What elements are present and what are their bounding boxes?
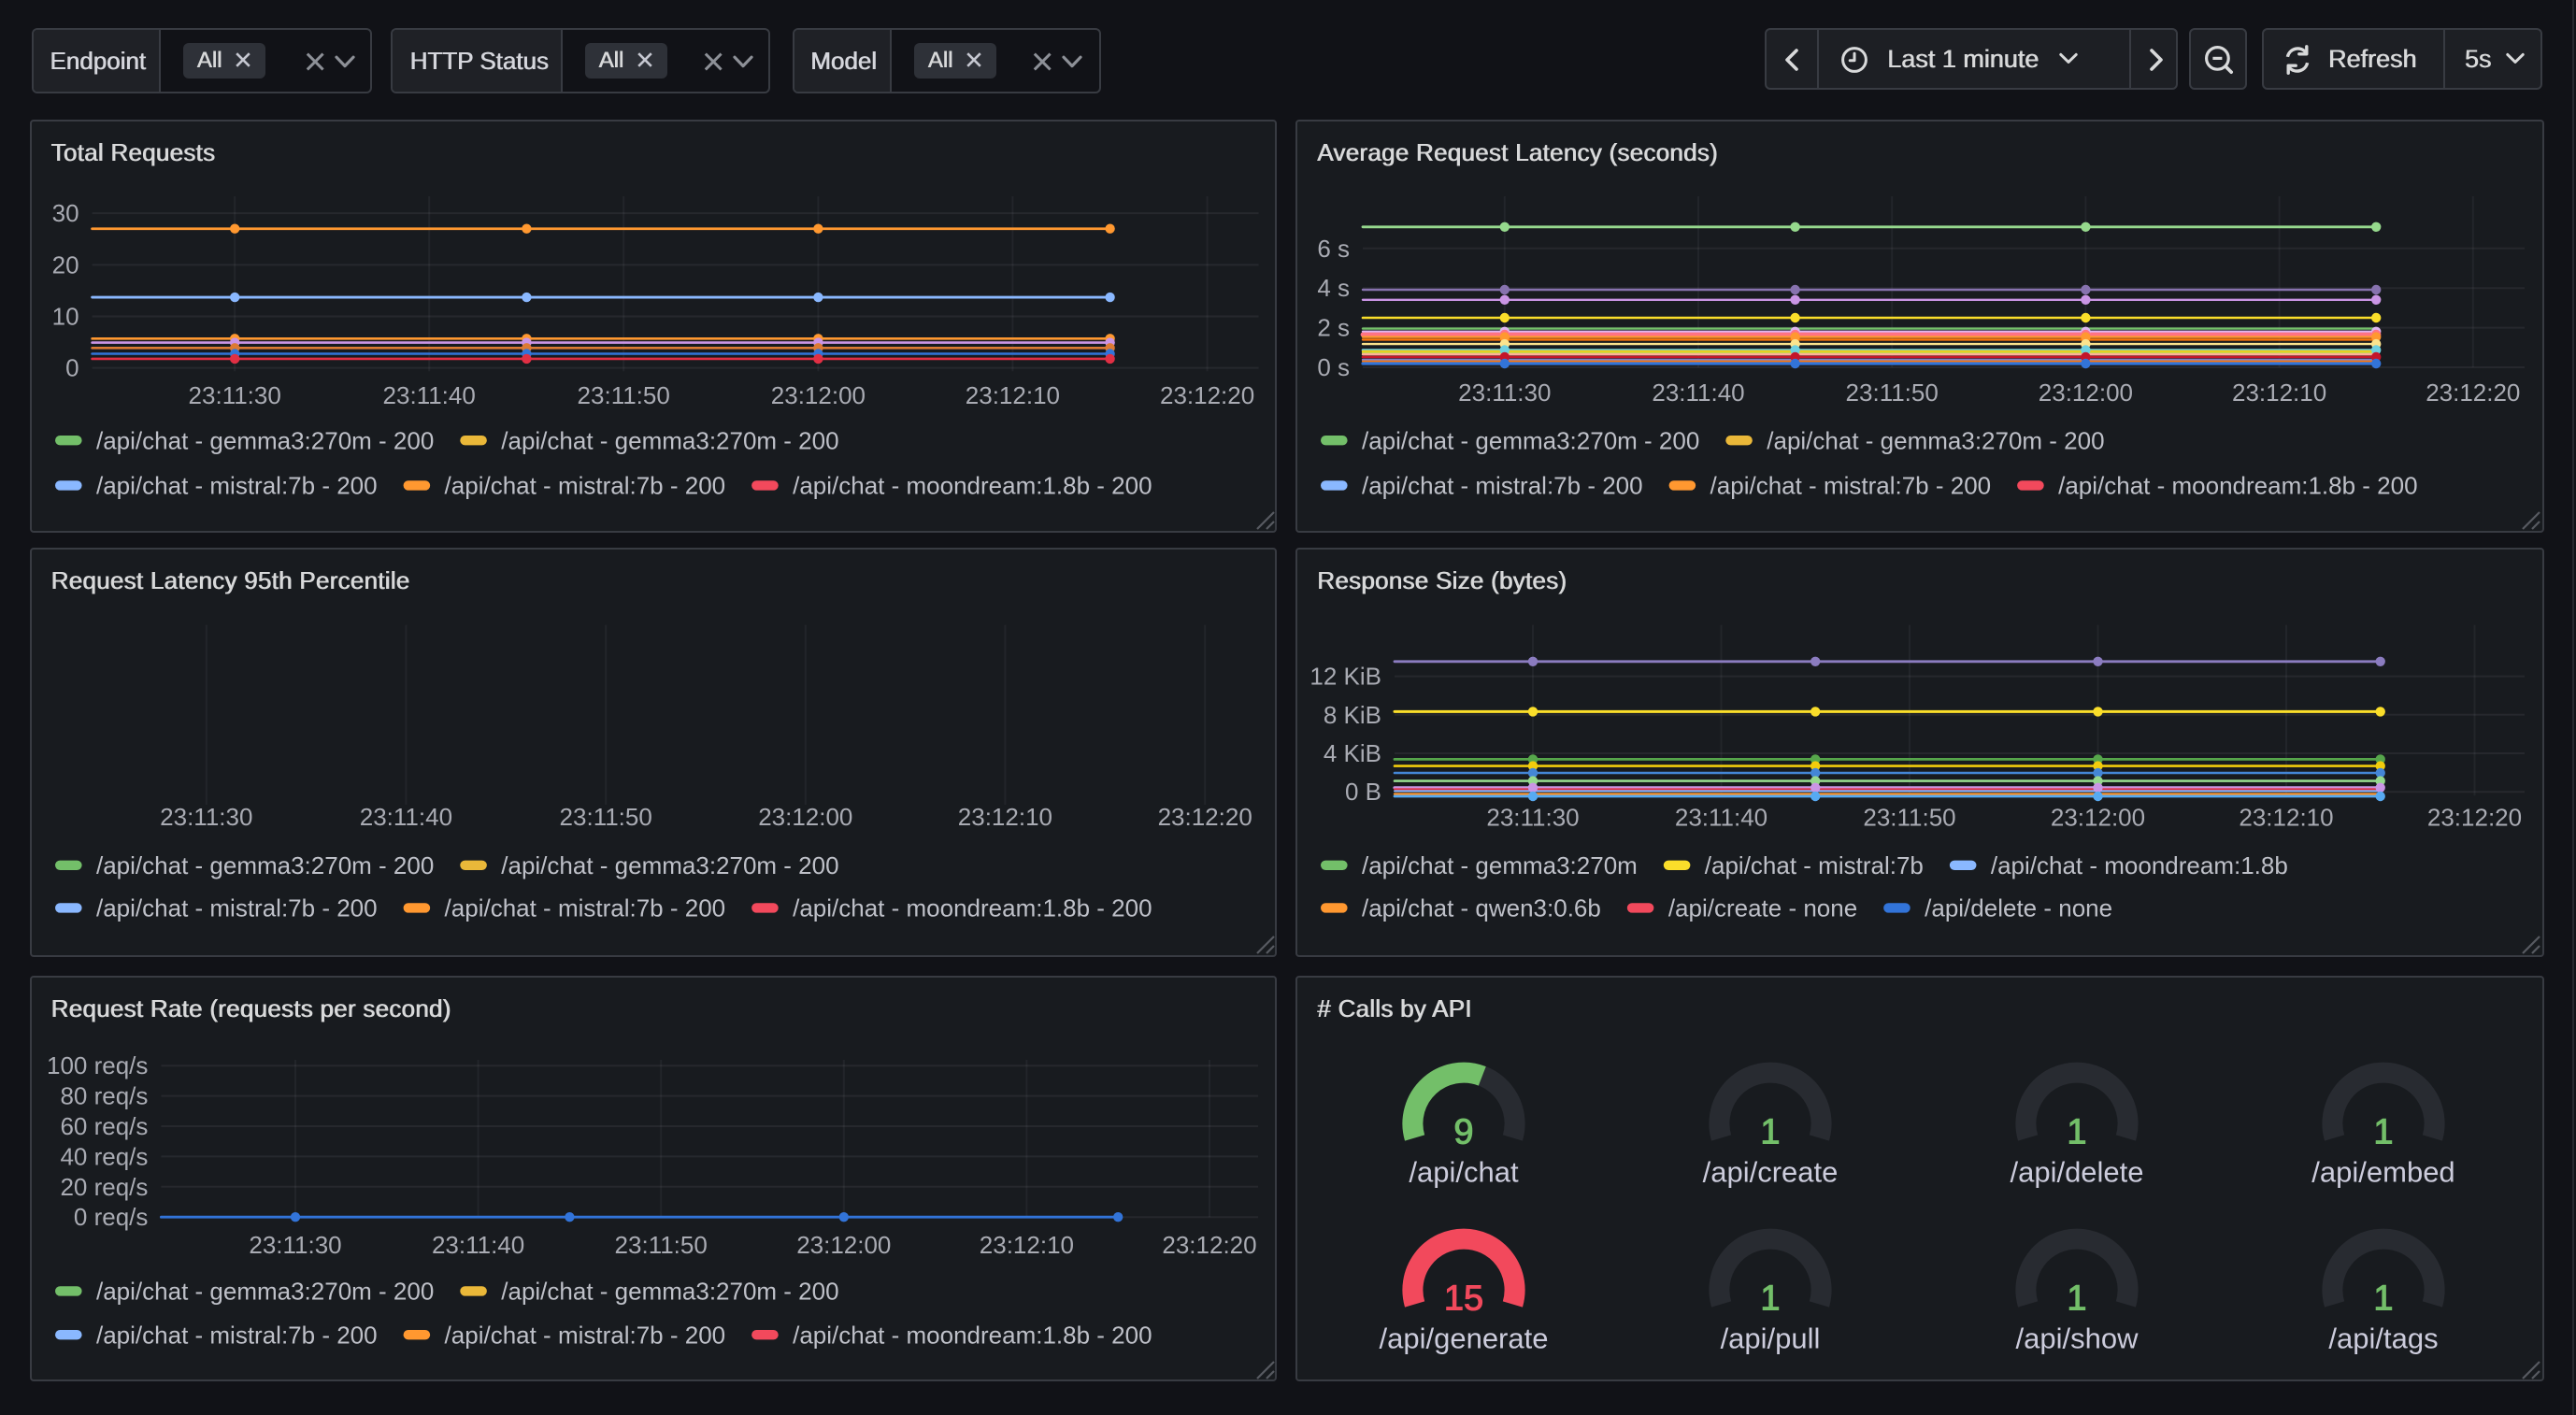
svg-text:23:12:10: 23:12:10 [2232,379,2326,407]
svg-text:12 KiB: 12 KiB [1309,662,1381,690]
svg-text:/api/create: /api/create [1703,1155,1839,1188]
svg-text:23:12:10: 23:12:10 [2239,803,2333,831]
svg-text:1: 1 [2067,1111,2086,1151]
svg-text:/api/chat - gemma3:270m - 200: /api/chat - gemma3:270m - 200 [501,1277,838,1305]
svg-text:/api/chat - gemma3:270m - 200: /api/chat - gemma3:270m - 200 [501,850,838,879]
svg-text:23:11:40: 23:11:40 [1652,379,1744,407]
svg-text:/api/chat - mistral:7b - 200: /api/chat - mistral:7b - 200 [95,893,377,922]
svg-text:1: 1 [1760,1111,1780,1151]
svg-text:20: 20 [51,250,79,279]
svg-text:1: 1 [2067,1278,2086,1317]
svg-text:15: 15 [1444,1278,1483,1317]
svg-text:60 req/s: 60 req/s [60,1111,148,1139]
svg-text:23:11:40: 23:11:40 [1675,803,1767,831]
svg-text:/api/chat - gemma3:270m - 200: /api/chat - gemma3:270m - 200 [95,850,433,879]
svg-text:4 KiB: 4 KiB [1324,738,1381,766]
svg-text:20 req/s: 20 req/s [60,1172,148,1200]
svg-text:9: 9 [1453,1111,1473,1151]
svg-text:23:12:20: 23:12:20 [1157,802,1252,830]
svg-text:/api/chat - moondream:1.8b - 2: /api/chat - moondream:1.8b - 200 [2058,472,2417,500]
svg-text:/api/chat - mistral:7b - 200: /api/chat - mistral:7b - 200 [1710,472,1992,500]
svg-text:/api/create - none: /api/create - none [1668,893,1857,922]
svg-text:/api/chat - mistral:7b - 200: /api/chat - mistral:7b - 200 [444,1320,725,1348]
svg-text:23:11:40: 23:11:40 [431,1230,523,1258]
svg-text:0 s: 0 s [1317,353,1350,381]
svg-text:/api/chat - qwen3:0.6b: /api/chat - qwen3:0.6b [1362,893,1601,922]
svg-text:/api/chat - gemma3:270m - 200: /api/chat - gemma3:270m - 200 [95,1277,433,1305]
svg-text:23:12:10: 23:12:10 [957,802,1052,830]
svg-text:23:12:20: 23:12:20 [1162,1230,1256,1258]
svg-text:/api/delete - none: /api/delete - none [1925,893,2112,922]
svg-text:/api/chat - mistral:7b: /api/chat - mistral:7b [1705,850,1924,879]
svg-text:8 KiB: 8 KiB [1324,700,1381,728]
svg-text:23:11:50: 23:11:50 [559,802,651,830]
svg-text:23:11:40: 23:11:40 [359,802,451,830]
svg-text:23:12:10: 23:12:10 [979,1230,1073,1258]
svg-text:/api/pull: /api/pull [1721,1322,1821,1354]
svg-text:/api/embed: /api/embed [2311,1155,2454,1188]
svg-text:23:12:00: 23:12:00 [2039,379,2133,407]
svg-text:/api/chat - mistral:7b - 200: /api/chat - mistral:7b - 200 [95,1320,377,1348]
svg-text:0 req/s: 0 req/s [73,1202,148,1230]
svg-text:/api/chat - gemma3:270m - 200: /api/chat - gemma3:270m - 200 [501,426,838,454]
svg-text:10: 10 [51,302,79,330]
svg-text:/api/chat - moondream:1.8b - 2: /api/chat - moondream:1.8b - 200 [792,472,1151,500]
svg-text:4 s: 4 s [1317,274,1350,302]
svg-text:23:12:00: 23:12:00 [758,802,852,830]
svg-text:6 s: 6 s [1317,235,1350,263]
svg-text:23:11:50: 23:11:50 [614,1230,707,1258]
svg-text:23:12:20: 23:12:20 [2427,803,2522,831]
svg-text:/api/show: /api/show [2016,1322,2140,1354]
svg-text:/api/chat - gemma3:270m - 200: /api/chat - gemma3:270m - 200 [1362,426,1699,454]
svg-text:/api/chat: /api/chat [1409,1155,1519,1188]
svg-text:23:12:00: 23:12:00 [796,1230,891,1258]
svg-text:/api/chat - mistral:7b - 200: /api/chat - mistral:7b - 200 [444,893,725,922]
svg-text:/api/tags: /api/tags [2328,1322,2438,1354]
svg-text:23:11:30: 23:11:30 [160,802,252,830]
svg-text:1: 1 [2373,1111,2393,1151]
svg-text:23:12:00: 23:12:00 [770,381,865,409]
svg-text:/api/chat - gemma3:270m - 200: /api/chat - gemma3:270m - 200 [95,426,433,454]
svg-text:23:11:30: 23:11:30 [249,1230,341,1258]
svg-text:23:11:30: 23:11:30 [1458,379,1551,407]
svg-text:23:11:50: 23:11:50 [1846,379,1939,407]
svg-text:2 s: 2 s [1317,314,1350,342]
svg-text:40 req/s: 40 req/s [60,1141,148,1169]
svg-text:23:12:10: 23:12:10 [965,381,1059,409]
svg-text:23:12:20: 23:12:20 [2426,379,2520,407]
svg-text:/api/chat - mistral:7b - 200: /api/chat - mistral:7b - 200 [95,472,377,500]
svg-text:/api/chat - moondream:1.8b - 2: /api/chat - moondream:1.8b - 200 [792,1320,1151,1348]
svg-text:/api/chat - mistral:7b - 200: /api/chat - mistral:7b - 200 [444,472,725,500]
svg-text:/api/chat - gemma3:270m: /api/chat - gemma3:270m [1362,850,1638,879]
svg-text:100 req/s: 100 req/s [46,1051,147,1079]
svg-text:80 req/s: 80 req/s [60,1081,148,1109]
svg-text:0: 0 [65,354,79,382]
svg-text:23:11:50: 23:11:50 [577,381,669,409]
svg-text:23:12:20: 23:12:20 [1159,381,1253,409]
svg-text:30: 30 [51,199,79,227]
svg-text:23:11:40: 23:11:40 [382,381,475,409]
svg-text:0 B: 0 B [1345,778,1381,806]
svg-text:23:11:30: 23:11:30 [188,381,280,409]
svg-text:/api/chat - gemma3:270m - 200: /api/chat - gemma3:270m - 200 [1767,426,2104,454]
svg-text:23:12:00: 23:12:00 [2051,803,2145,831]
svg-text:23:11:30: 23:11:30 [1486,803,1579,831]
svg-text:1: 1 [1760,1278,1780,1317]
svg-text:/api/chat - mistral:7b - 200: /api/chat - mistral:7b - 200 [1362,472,1643,500]
svg-text:/api/delete: /api/delete [2010,1155,2143,1188]
svg-text:/api/generate: /api/generate [1380,1322,1549,1354]
svg-text:1: 1 [2373,1278,2393,1317]
svg-text:23:11:50: 23:11:50 [1863,803,1955,831]
svg-text:/api/chat - moondream:1.8b: /api/chat - moondream:1.8b [1991,850,2288,879]
svg-text:/api/chat - moondream:1.8b - 2: /api/chat - moondream:1.8b - 200 [792,893,1151,922]
